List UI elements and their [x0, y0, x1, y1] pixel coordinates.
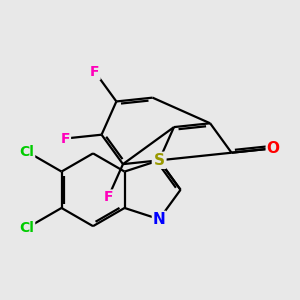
Text: S: S [154, 153, 165, 168]
Text: Cl: Cl [20, 145, 34, 159]
Text: O: O [267, 141, 280, 156]
Text: N: N [153, 153, 166, 168]
Text: N: N [153, 212, 166, 227]
Text: F: F [61, 131, 70, 146]
Text: F: F [90, 65, 100, 79]
Text: F: F [103, 190, 113, 204]
Text: Cl: Cl [20, 221, 34, 235]
